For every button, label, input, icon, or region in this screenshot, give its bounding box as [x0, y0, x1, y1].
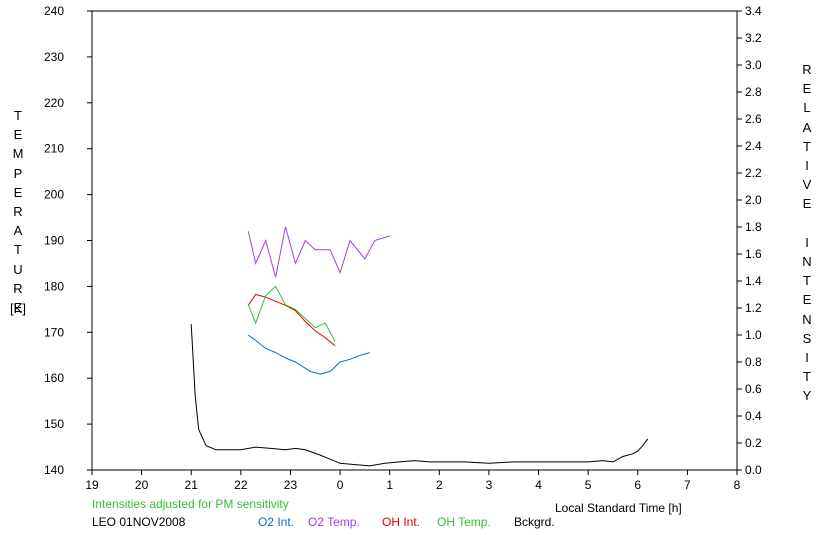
- station-date: LEO 01NOV2008: [92, 515, 186, 529]
- legend-o2-int: O2 Int.: [258, 515, 295, 529]
- x-tick-label: 1: [386, 478, 393, 492]
- right-tick-label: 0.0: [745, 463, 762, 477]
- right-tick-label: 0.6: [745, 382, 762, 396]
- x-tick-label: 5: [585, 478, 592, 492]
- left-tick-label: 240: [44, 4, 64, 18]
- right-tick-label: 2.0: [745, 193, 762, 207]
- right-tick-label: 1.2: [745, 301, 762, 315]
- legend-bckgrd: Bckgrd.: [514, 515, 555, 529]
- right-tick-label: 2.2: [745, 166, 762, 180]
- right-tick-label: 0.4: [745, 409, 762, 423]
- x-tick-label: 21: [185, 478, 199, 492]
- x-tick-label: 0: [337, 478, 344, 492]
- series-line-bckgrd: [190, 324, 649, 467]
- right-tick-label: 1.8: [745, 220, 762, 234]
- right-y-axis: 0.0 0.2 0.4 0.6 0.8 1.0 1.2 1.4 1.6 1.8 2.0 2.2 2.4 2…: [737, 4, 762, 477]
- left-tick-label: 230: [44, 50, 64, 64]
- right-tick-label: 3.2: [745, 31, 762, 45]
- left-tick-label: 150: [44, 417, 64, 431]
- x-tick-label: 2: [436, 478, 443, 492]
- right-tick-label: 1.0: [745, 328, 762, 342]
- legend-o2-temp: O2 Temp.: [308, 515, 360, 529]
- x-tick-label: 19: [85, 478, 99, 492]
- right-tick-label: 0.8: [745, 355, 762, 369]
- x-tick-label: 4: [535, 478, 542, 492]
- x-tick-label: 3: [486, 478, 493, 492]
- left-tick-label: 140: [44, 463, 64, 477]
- right-tick-label: 2.8: [745, 85, 762, 99]
- series-line-o2-temp: [247, 226, 390, 278]
- sensitivity-note: Intensities adjusted for PM sensitivity: [92, 497, 289, 511]
- left-tick-label: 180: [44, 279, 64, 293]
- left-y-axis-unit: [K]: [10, 301, 26, 316]
- x-tick-label: 7: [684, 478, 691, 492]
- left-tick-label: 210: [44, 142, 64, 156]
- plot-frame: [91, 10, 738, 471]
- left-tick-label: 220: [44, 96, 64, 110]
- right-tick-label: 3.0: [745, 58, 762, 72]
- left-tick-label: 200: [44, 188, 64, 202]
- series-layer: [190, 226, 649, 467]
- right-tick-label: 0.2: [745, 436, 762, 450]
- left-tick-label: 160: [44, 371, 64, 385]
- right-tick-label: 3.4: [745, 4, 762, 18]
- legend-oh-temp: OH Temp.: [437, 515, 491, 529]
- series-line-oh-temp: [247, 285, 336, 342]
- x-tick-label: 20: [135, 478, 149, 492]
- right-tick-label: 2.6: [745, 112, 762, 126]
- x-tick-label: 22: [234, 478, 248, 492]
- series-line-o2-int: [248, 334, 370, 375]
- x-tick-label: 8: [734, 478, 741, 492]
- x-tick-label: 23: [284, 478, 298, 492]
- legend-oh-int: OH Int.: [382, 515, 421, 529]
- left-tick-label: 170: [44, 325, 64, 339]
- right-tick-label: 2.4: [745, 139, 762, 153]
- right-tick-label: 1.4: [745, 274, 762, 288]
- x-axis: 19 20 21 22 23 0 1 2 3 4 5 6 7 8: [85, 470, 741, 492]
- left-y-axis: 140 150 160 170 180 190 200 210 220 230 240: [44, 4, 92, 477]
- x-axis-title: Local Standard Time [h]: [555, 501, 682, 515]
- x-tick-label: 6: [634, 478, 641, 492]
- left-tick-label: 190: [44, 234, 64, 248]
- series-line-oh-int: [247, 293, 336, 347]
- right-tick-label: 1.6: [745, 247, 762, 261]
